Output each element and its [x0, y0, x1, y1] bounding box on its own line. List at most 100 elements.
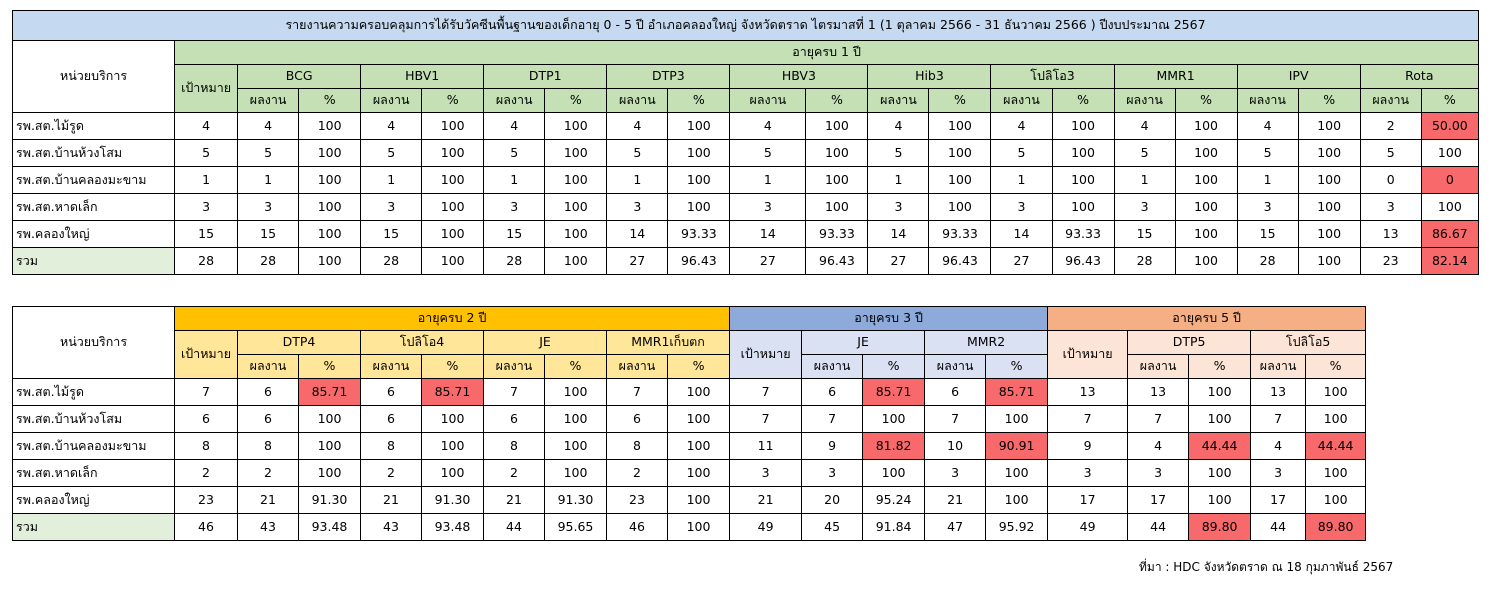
result-value: 5	[867, 139, 930, 167]
result-value: 14	[729, 220, 807, 248]
unit-name: รพ.สต.บ้านคลองมะขาม	[11, 166, 176, 194]
percent-value: 100	[667, 193, 731, 221]
result-value: 1	[867, 166, 930, 194]
percent-value: 100	[667, 112, 731, 140]
result-value: 28	[483, 247, 546, 275]
percent-value: 100	[1174, 112, 1238, 140]
result-value: 4	[990, 112, 1053, 140]
percent-value: 100	[1297, 166, 1361, 194]
result-value: 43	[237, 513, 299, 541]
result-value: 4	[483, 112, 546, 140]
result-value: 44	[1127, 513, 1190, 541]
percent-value: 100	[298, 405, 361, 433]
percent-value: 95.24	[862, 486, 926, 514]
result-value: 1	[1113, 166, 1176, 194]
unit-name: รพ.คลองใหญ่	[11, 220, 176, 248]
percent-value: 100	[666, 486, 731, 514]
percent-value: 100	[544, 112, 608, 140]
result-value: 28	[237, 247, 300, 275]
result-value: 3	[1127, 459, 1190, 487]
percent-header: %	[544, 88, 608, 113]
result-value: 6	[924, 378, 987, 406]
result-value: 0	[1359, 166, 1422, 194]
percent-value: 96.43	[667, 247, 731, 275]
result-value: 21	[924, 486, 987, 514]
percent-header: %	[1297, 88, 1361, 113]
percent-header: %	[421, 354, 484, 379]
percent-header: %	[544, 354, 607, 379]
percent-value: 100	[862, 459, 926, 487]
table-row: รวม 46 43 93.48 43 93.48 44 95.65 46 100 49 45 91.84…	[12, 513, 1367, 541]
result-value: 3	[1236, 193, 1299, 221]
result-header: ผลงาน	[867, 88, 930, 113]
target-value: 7	[729, 405, 803, 433]
data-source-note: ที่มา : HDC จังหวัดตราด ณ 18 กุมภาพันธ์ …	[1139, 560, 1394, 574]
percent-value: 100	[928, 193, 992, 221]
unit-header: หน่วยบริการ	[12, 306, 175, 379]
result-value: 44	[483, 513, 545, 541]
result-header: ผลงาน	[1127, 354, 1190, 379]
percent-value: 93.33	[667, 220, 731, 248]
percent-value: 100	[1188, 486, 1252, 514]
percent-header: %	[862, 354, 926, 379]
percent-value: 100	[421, 247, 485, 275]
result-value: 3	[867, 193, 930, 221]
percent-value: 0	[1420, 166, 1480, 194]
result-value: 20	[801, 486, 864, 514]
result-value: 21	[237, 486, 299, 514]
result-value: 13	[1359, 220, 1422, 248]
target-value: 1	[174, 166, 239, 194]
percent-value: 100	[1305, 378, 1367, 406]
percent-value: 100	[298, 432, 361, 460]
percent-value: 100	[544, 459, 607, 487]
result-value: 1	[729, 166, 807, 194]
table-row: รพ.สต.บ้านคลองมะขาม 8 8 100 8 100 8 100 8 100 11 9 8…	[12, 432, 1367, 460]
result-header: ผลงาน	[360, 354, 422, 379]
percent-value: 96.43	[805, 247, 869, 275]
result-value: 5	[1113, 139, 1176, 167]
result-value: 6	[360, 378, 422, 406]
percent-value: 100	[544, 193, 608, 221]
result-value: 10	[924, 432, 987, 460]
result-value: 8	[237, 432, 299, 460]
percent-value: 93.48	[421, 513, 484, 541]
vaccine-header: Hib3	[867, 64, 992, 89]
target-value: 2	[174, 459, 238, 487]
percent-value: 100	[1051, 139, 1115, 167]
percent-value: 100	[1305, 486, 1367, 514]
percent-value: 89.80	[1188, 513, 1252, 541]
result-value: 27	[606, 247, 669, 275]
result-value: 5	[483, 139, 546, 167]
result-header: ผลงาน	[924, 354, 987, 379]
unit-name: รวม	[12, 513, 175, 541]
percent-value: 89.80	[1305, 513, 1367, 541]
percent-value: 100	[1174, 166, 1238, 194]
result-value: 7	[924, 405, 987, 433]
percent-value: 100	[1174, 139, 1238, 167]
result-value: 15	[1113, 220, 1176, 248]
vaccine-header: โปลิโอ5	[1250, 330, 1367, 355]
result-value: 15	[360, 220, 423, 248]
result-value: 4	[1236, 112, 1299, 140]
result-value: 6	[237, 405, 299, 433]
percent-value: 100	[985, 459, 1049, 487]
percent-value: 100	[1051, 112, 1115, 140]
percent-header: %	[667, 88, 731, 113]
vaccine-header: MMR1เก็บตก	[605, 330, 731, 355]
percent-header: %	[805, 88, 869, 113]
result-value: 4	[360, 112, 423, 140]
result-value: 17	[1250, 486, 1307, 514]
unit-name: รพ.สต.บ้านคลองมะขาม	[12, 432, 175, 460]
percent-value: 100	[298, 193, 362, 221]
percent-value: 100	[862, 405, 926, 433]
percent-value: 100	[421, 405, 484, 433]
result-value: 27	[990, 247, 1053, 275]
result-value: 1	[360, 166, 423, 194]
target-value: 46	[174, 513, 238, 541]
result-value: 7	[606, 378, 668, 406]
percent-value: 100	[298, 459, 361, 487]
percent-header: %	[421, 88, 485, 113]
percent-value: 86.67	[1420, 220, 1480, 248]
percent-value: 100	[985, 405, 1049, 433]
target-value: 4	[174, 112, 239, 140]
